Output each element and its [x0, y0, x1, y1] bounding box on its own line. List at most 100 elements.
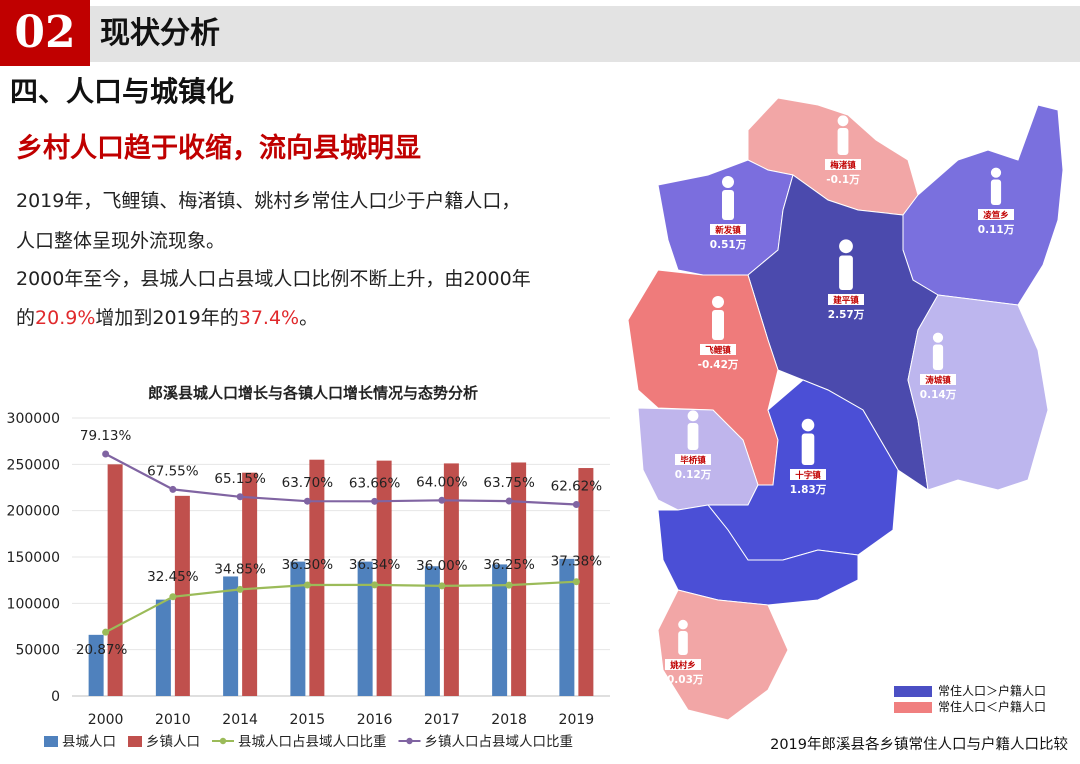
town-value: -0.1万	[826, 174, 860, 186]
line-point	[371, 581, 379, 589]
line-point	[303, 581, 311, 589]
town-map: 梅渚镇 -0.1万 新发镇 0.51万 凌笪乡 0.11万 建平镇 2.57万 飞鲤镇 -0.42…	[618, 90, 1080, 734]
legend-swatch-below	[894, 702, 932, 713]
bar-township	[107, 464, 123, 696]
y-tick-label: 0	[51, 689, 60, 705]
person-icon	[839, 255, 853, 290]
legend-swatch	[219, 737, 227, 745]
data-label: 36.34%	[349, 557, 401, 573]
legend-label-above: 常住人口＞户籍人口	[938, 684, 1047, 698]
x-tick-label: 2014	[222, 712, 258, 728]
x-tick-label: 2019	[559, 712, 595, 728]
town-value: 0.11万	[978, 224, 1015, 236]
data-label: 34.85%	[214, 561, 266, 577]
legend-label: 乡镇人口占县域人口比重	[425, 734, 574, 750]
map-legend-below: 常住人口＜户籍人口	[894, 698, 1046, 715]
bar-county	[155, 599, 171, 696]
bar-county	[357, 561, 373, 696]
bar-township	[242, 472, 258, 696]
data-label: 67.55%	[147, 463, 199, 479]
region-yaocun[interactable]	[657, 589, 789, 721]
line-point	[236, 585, 244, 593]
town-name-box	[825, 159, 861, 170]
bar-county	[290, 561, 306, 696]
line-point	[438, 582, 446, 590]
town-marker[interactable]: 凌笪乡 0.11万	[978, 167, 1015, 236]
person-icon	[712, 296, 724, 308]
data-label: 79.13%	[80, 428, 132, 444]
line-point	[572, 501, 580, 509]
town-name-box	[828, 294, 864, 305]
legend-label: 县城人口	[62, 734, 116, 750]
person-icon	[801, 433, 815, 465]
paragraph-line-2: 人口整体呈现外流现象。	[16, 230, 226, 252]
highlight-2000-ratio: 20.9%	[35, 307, 96, 329]
person-icon	[687, 410, 699, 422]
map-caption: 2019年郎溪县各乡镇常住人口与户籍人口比较	[770, 737, 1068, 753]
town-name: 涛城镇	[925, 375, 951, 386]
bar-township	[511, 462, 527, 696]
line-point	[505, 581, 513, 589]
data-label: 37.38%	[551, 554, 603, 570]
person-icon	[990, 167, 1002, 178]
person-icon	[837, 115, 849, 127]
town-value: -0.03万	[663, 674, 704, 686]
town-marker[interactable]: 梅渚镇 -0.1万	[825, 115, 861, 186]
town-value: 0.51万	[710, 239, 747, 251]
bar-county	[88, 634, 104, 696]
town-name-box	[675, 454, 711, 465]
town-name: 十字镇	[795, 470, 821, 481]
paragraph-text: 增加到2019年的	[95, 307, 239, 329]
bar-township	[578, 468, 594, 696]
person-icon	[678, 619, 688, 630]
legend-label: 乡镇人口	[146, 734, 200, 750]
data-label: 36.25%	[483, 557, 535, 573]
x-tick-label: 2016	[357, 712, 393, 728]
town-marker[interactable]: 毕桥镇 0.12万	[675, 410, 712, 481]
paragraph-line-3: 2000年至今，县城人口占县域人口比例不断上升，由2000年	[16, 268, 531, 290]
town-marker[interactable]: 十字镇 1.83万	[790, 418, 827, 496]
legend-swatch-above	[894, 686, 932, 697]
town-marker[interactable]: 姚村乡 -0.03万	[663, 619, 704, 686]
population-chart: 0 50000 100000 150000 200000 250000 300000 2000…	[7, 411, 610, 750]
paragraph-line-1: 2019年，飞鲤镇、梅渚镇、姚村乡常住人口少于户籍人口，	[16, 190, 521, 212]
y-tick-label: 200000	[7, 504, 60, 520]
line-point	[102, 450, 110, 458]
section-title: 四、人口与城镇化	[10, 75, 235, 108]
y-tick-label: 250000	[7, 457, 60, 473]
town-marker[interactable]: 涛城镇 0.14万	[920, 332, 957, 401]
town-marker[interactable]: 建平镇 2.57万	[828, 239, 865, 321]
legend-label-below: 常住人口＜户籍人口	[938, 700, 1047, 714]
bar-county	[492, 564, 508, 696]
town-name-box	[710, 224, 746, 235]
line-point	[371, 497, 379, 505]
title-bar: 现状分析	[90, 6, 1080, 62]
bar-township	[443, 463, 459, 696]
data-label: 63.75%	[483, 475, 535, 491]
paragraph-text: 的	[16, 307, 36, 329]
region-lingda[interactable]	[902, 104, 1064, 306]
town-name-box	[978, 209, 1014, 220]
town-name: 飞鲤镇	[705, 345, 731, 356]
town-value: -0.42万	[698, 359, 739, 371]
line-point	[505, 497, 513, 505]
paragraph-text: 。	[299, 307, 319, 329]
town-name: 凌笪乡	[983, 210, 1009, 221]
person-icon	[801, 418, 815, 432]
person-icon	[712, 310, 724, 340]
y-tick-label: 150000	[7, 550, 60, 566]
line-point	[102, 628, 110, 636]
bar-county	[223, 576, 239, 696]
town-name: 梅渚镇	[830, 160, 856, 171]
chart-title: 郎溪县城人口增长与各镇人口增长情况与态势分析	[148, 384, 479, 402]
town-marker[interactable]: 飞鲤镇 -0.42万	[698, 296, 739, 371]
data-label: 63.70%	[282, 475, 334, 491]
map-legend-above: 常住人口＞户籍人口	[894, 682, 1046, 699]
town-name-box	[920, 374, 956, 385]
bar-county	[559, 558, 575, 696]
region-taocheng[interactable]	[907, 294, 1049, 491]
paragraph-line-4: 的20.9%增加到2019年的37.4%。	[16, 303, 318, 330]
town-marker[interactable]: 新发镇 0.51万	[710, 176, 747, 251]
town-name: 毕桥镇	[680, 455, 706, 466]
town-name: 新发镇	[715, 225, 741, 236]
